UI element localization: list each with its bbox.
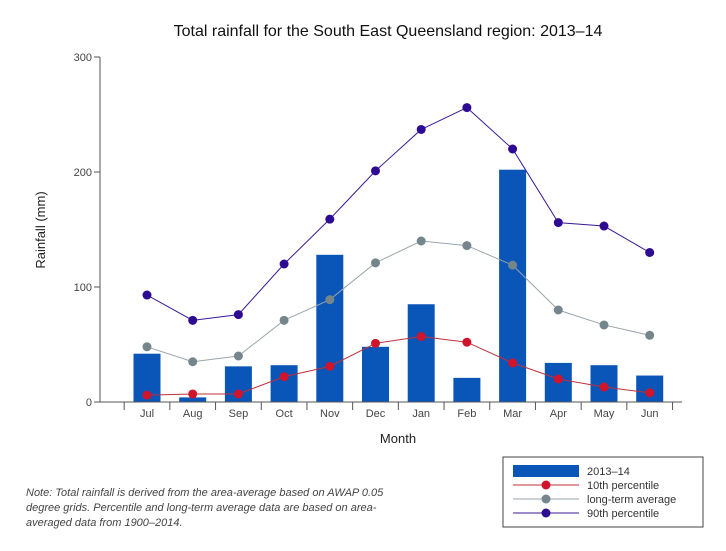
line-90th-percentile bbox=[146, 107, 650, 321]
legend-marker-10th-percentile bbox=[541, 480, 551, 490]
chart-note: Note: Total rainfall is derived from the… bbox=[26, 487, 384, 529]
point-90th-percentile-feb bbox=[462, 103, 472, 113]
x-tick-label: Mar bbox=[503, 408, 522, 420]
y-tick-label: 0 bbox=[86, 397, 92, 409]
y-axis-label: Rainfall (mm) bbox=[33, 191, 48, 268]
point-10th-percentile-sep bbox=[233, 389, 243, 399]
legend-marker-long-term-average bbox=[541, 494, 551, 504]
point-long-term-average-jun bbox=[645, 330, 655, 340]
point-10th-percentile-feb bbox=[462, 337, 472, 347]
point-long-term-average-sep bbox=[233, 351, 243, 361]
bar-oct bbox=[270, 365, 298, 402]
y-tick-label: 300 bbox=[74, 52, 92, 64]
point-90th-percentile-sep bbox=[233, 310, 243, 320]
point-10th-percentile-nov bbox=[325, 361, 335, 371]
point-90th-percentile-mar bbox=[508, 144, 518, 154]
point-90th-percentile-oct bbox=[279, 259, 289, 269]
line-long-term-average bbox=[146, 240, 650, 363]
x-tick-label: Apr bbox=[550, 408, 567, 420]
point-10th-percentile-dec bbox=[371, 338, 380, 348]
x-tick-label: Jan bbox=[412, 408, 430, 420]
point-10th-percentile-aug bbox=[188, 389, 198, 399]
point-long-term-average-may bbox=[599, 320, 609, 330]
legend-label-2013-14: 2013–14 bbox=[587, 466, 630, 478]
point-long-term-average-nov bbox=[325, 295, 335, 305]
line-10th-percentile bbox=[146, 335, 650, 396]
y-tick-label: 200 bbox=[74, 167, 92, 179]
point-10th-percentile-jul bbox=[142, 390, 152, 400]
legend-label-long-term-average: long-term average bbox=[587, 494, 676, 506]
point-90th-percentile-jul bbox=[142, 290, 152, 300]
x-tick-label: Oct bbox=[276, 408, 293, 420]
bar-jan bbox=[407, 304, 435, 402]
point-long-term-average-oct bbox=[279, 315, 289, 325]
y-tick-label: 100 bbox=[74, 282, 92, 294]
bar-dec bbox=[362, 346, 389, 402]
x-tick-label: Dec bbox=[366, 408, 386, 420]
point-10th-percentile-apr bbox=[553, 374, 563, 384]
bar-nov bbox=[316, 254, 344, 402]
point-long-term-average-jan bbox=[416, 236, 426, 246]
point-long-term-average-mar bbox=[508, 260, 518, 270]
point-long-term-average-feb bbox=[462, 241, 472, 251]
point-90th-percentile-jan bbox=[416, 124, 426, 134]
point-90th-percentile-dec bbox=[371, 166, 380, 176]
x-tick-label: Sep bbox=[229, 408, 249, 420]
point-10th-percentile-jun bbox=[645, 388, 655, 398]
bar-feb bbox=[453, 377, 481, 402]
x-tick-label: Jul bbox=[140, 408, 154, 420]
legend-label-90th-percentile: 90th percentile bbox=[587, 508, 659, 520]
chart-title: Total rainfall for the South East Queens… bbox=[174, 23, 603, 40]
x-tick-label: Aug bbox=[183, 408, 203, 420]
point-10th-percentile-jan bbox=[416, 331, 426, 341]
point-long-term-average-aug bbox=[188, 357, 198, 367]
legend-swatch-2013-14 bbox=[513, 465, 579, 477]
point-90th-percentile-apr bbox=[553, 218, 563, 228]
point-90th-percentile-jun bbox=[645, 248, 655, 257]
legend-marker-90th-percentile bbox=[541, 508, 551, 518]
point-10th-percentile-mar bbox=[508, 358, 518, 368]
point-90th-percentile-may bbox=[599, 221, 609, 231]
point-long-term-average-jul bbox=[142, 342, 152, 352]
point-long-term-average-dec bbox=[371, 258, 380, 268]
x-tick-label: Feb bbox=[457, 408, 476, 420]
point-90th-percentile-nov bbox=[325, 214, 335, 224]
bar-aug bbox=[179, 397, 207, 402]
x-tick-label: May bbox=[594, 408, 615, 420]
point-10th-percentile-may bbox=[599, 382, 609, 392]
x-axis-label: Month bbox=[380, 431, 416, 446]
point-10th-percentile-oct bbox=[279, 372, 289, 382]
legend: 2013–14 10th percentile long-term average 9… bbox=[502, 456, 704, 528]
point-long-term-average-apr bbox=[553, 305, 563, 315]
legend-label-10th-percentile: 10th percentile bbox=[587, 480, 659, 492]
x-tick-label: Jun bbox=[641, 408, 659, 420]
point-90th-percentile-aug bbox=[188, 315, 198, 325]
x-tick-label: Nov bbox=[320, 408, 340, 420]
